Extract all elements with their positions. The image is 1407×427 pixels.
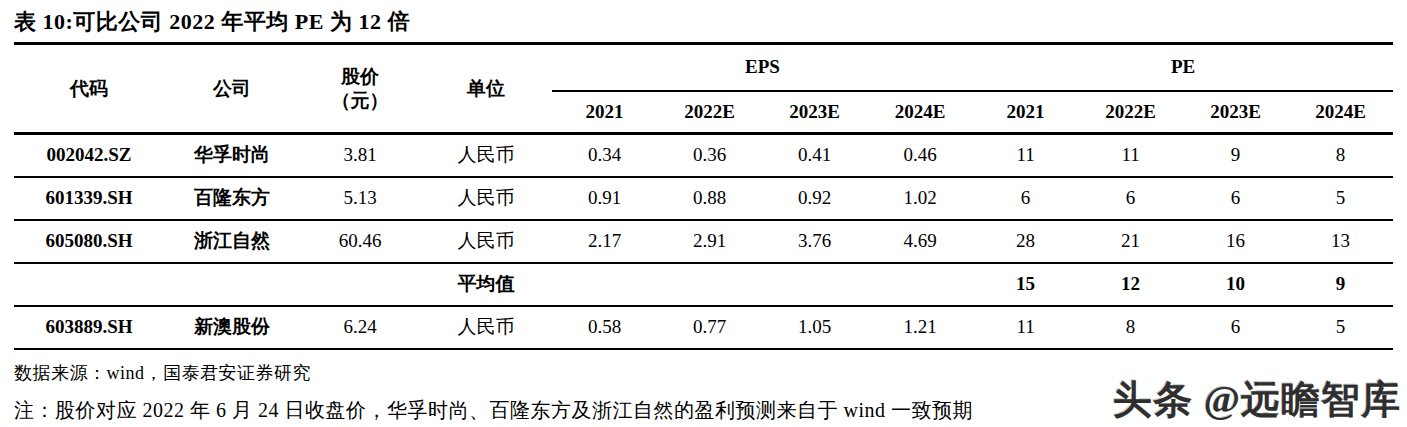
header-pe-2022e: 2022E: [1078, 91, 1183, 134]
eps-2021: 2.17: [552, 220, 657, 263]
pe-2023e: 9: [1183, 134, 1288, 177]
pe-2022e: 21: [1078, 220, 1183, 263]
stock-code: 603889.SH: [14, 306, 164, 349]
company-name: 浙江自然: [164, 220, 300, 263]
header-eps-2023e: 2023E: [762, 91, 867, 134]
eps-2021: 0.34: [552, 134, 657, 177]
header-group-pe: PE: [973, 44, 1393, 91]
group-header-row: 代码 公司 股价 （元） 单位 EPS PE: [14, 44, 1393, 91]
eps-2024e: 1.21: [867, 306, 973, 349]
eps-2023e: 3.76: [762, 220, 867, 263]
pe-2021: 11: [973, 134, 1078, 177]
eps-2022e: 0.88: [657, 177, 762, 220]
header-price-line1: 股价: [300, 65, 420, 89]
empty-cell: [867, 263, 973, 306]
eps-2023e: 0.92: [762, 177, 867, 220]
unit-value: 人民币: [420, 134, 552, 177]
empty-cell: [762, 263, 867, 306]
company-name: 新澳股份: [164, 306, 300, 349]
avg-pe-2021: 15: [973, 263, 1078, 306]
header-group-eps: EPS: [552, 44, 973, 91]
avg-pe-2024e: 9: [1288, 263, 1393, 306]
pe-2023e: 6: [1183, 177, 1288, 220]
pe-2023e: 16: [1183, 220, 1288, 263]
share-price: 5.13: [300, 177, 420, 220]
header-pe-2024e: 2024E: [1288, 91, 1393, 134]
eps-2023e: 1.05: [762, 306, 867, 349]
report-table-page: 表 10:可比公司 2022 年平均 PE 为 12 倍 代码 公司 股价 （元…: [0, 0, 1407, 427]
average-label: 平均值: [420, 263, 552, 306]
unit-value: 人民币: [420, 220, 552, 263]
stock-code: 601339.SH: [14, 177, 164, 220]
header-company: 公司: [164, 44, 300, 134]
pe-2022e: 8: [1078, 306, 1183, 349]
empty-cell: [14, 263, 164, 306]
company-name: 华孚时尚: [164, 134, 300, 177]
header-code: 代码: [14, 44, 164, 134]
pe-2024e: 5: [1288, 306, 1393, 349]
pe-2022e: 6: [1078, 177, 1183, 220]
header-pe-2023e: 2023E: [1183, 91, 1288, 134]
share-price: 3.81: [300, 134, 420, 177]
pe-2022e: 11: [1078, 134, 1183, 177]
header-price-line2: （元）: [300, 89, 420, 113]
unit-value: 人民币: [420, 306, 552, 349]
pe-2021: 11: [973, 306, 1078, 349]
pe-2024e: 8: [1288, 134, 1393, 177]
eps-2024e: 1.02: [867, 177, 973, 220]
table-row: 605080.SH 浙江自然 60.46 人民币 2.17 2.91 3.76 …: [14, 220, 1393, 263]
watermark-toutiao-yuanzhan: 头条 @远瞻智库: [1113, 373, 1401, 427]
header-eps-2022e: 2022E: [657, 91, 762, 134]
eps-2022e: 0.36: [657, 134, 762, 177]
eps-2022e: 2.91: [657, 220, 762, 263]
company-name: 百隆东方: [164, 177, 300, 220]
pe-2024e: 13: [1288, 220, 1393, 263]
stock-code: 605080.SH: [14, 220, 164, 263]
table-row: 601339.SH 百隆东方 5.13 人民币 0.91 0.88 0.92 1…: [14, 177, 1393, 220]
eps-2021: 0.91: [552, 177, 657, 220]
empty-cell: [164, 263, 300, 306]
eps-2024e: 0.46: [867, 134, 973, 177]
header-eps-2021: 2021: [552, 91, 657, 134]
comparable-companies-table: 代码 公司 股价 （元） 单位 EPS PE 2021 2022E 2023E …: [14, 42, 1393, 350]
empty-cell: [300, 263, 420, 306]
pe-2024e: 5: [1288, 177, 1393, 220]
share-price: 60.46: [300, 220, 420, 263]
avg-pe-2022e: 12: [1078, 263, 1183, 306]
avg-pe-2023e: 10: [1183, 263, 1288, 306]
stock-code: 002042.SZ: [14, 134, 164, 177]
table-title: 表 10:可比公司 2022 年平均 PE 为 12 倍: [0, 0, 1407, 42]
average-row: 平均值 15 12 10 9: [14, 263, 1393, 306]
eps-2023e: 0.41: [762, 134, 867, 177]
pe-2021: 6: [973, 177, 1078, 220]
table-row: 002042.SZ 华孚时尚 3.81 人民币 0.34 0.36 0.41 0…: [14, 134, 1393, 177]
header-price: 股价 （元）: [300, 44, 420, 134]
pe-2021: 28: [973, 220, 1078, 263]
header-pe-2021: 2021: [973, 91, 1078, 134]
pe-2023e: 6: [1183, 306, 1288, 349]
empty-cell: [552, 263, 657, 306]
eps-2021: 0.58: [552, 306, 657, 349]
eps-2024e: 4.69: [867, 220, 973, 263]
share-price: 6.24: [300, 306, 420, 349]
header-eps-2024e: 2024E: [867, 91, 973, 134]
empty-cell: [657, 263, 762, 306]
header-unit: 单位: [420, 44, 552, 134]
eps-2022e: 0.77: [657, 306, 762, 349]
unit-value: 人民币: [420, 177, 552, 220]
table-row: 603889.SH 新澳股份 6.24 人民币 0.58 0.77 1.05 1…: [14, 306, 1393, 349]
